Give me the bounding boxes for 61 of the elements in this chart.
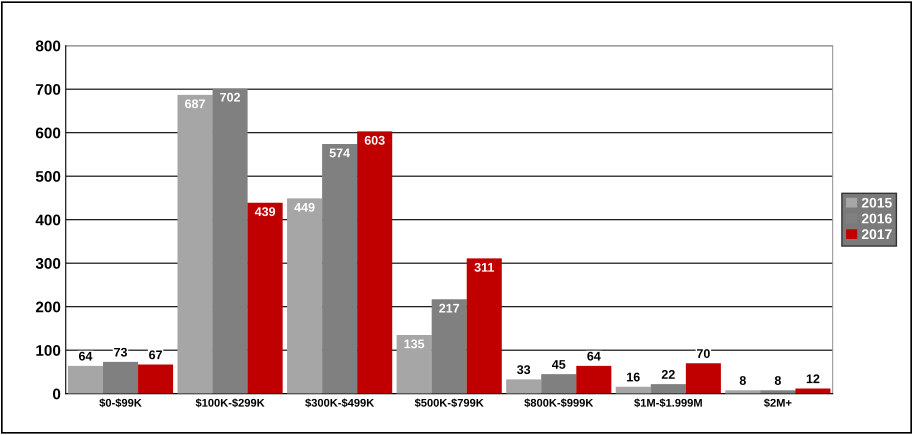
bar: [432, 299, 467, 394]
data-label: 439: [254, 207, 276, 216]
data-label: 217: [439, 304, 460, 313]
x-tick-label: $1M-$1.999M: [634, 398, 702, 408]
bar: [396, 334, 432, 394]
y-tick-label: 200: [36, 302, 60, 312]
legend-label: 2016: [862, 214, 892, 224]
legend-label: 2015: [862, 198, 892, 208]
y-tick-label: 600: [36, 128, 60, 138]
bar: [322, 144, 358, 394]
bar: [248, 202, 283, 394]
y-tick-label: 500: [36, 171, 60, 182]
data-label: 702: [220, 92, 240, 102]
data-label: 603: [364, 136, 385, 145]
y-tick-label: 100: [36, 345, 60, 356]
x-tick-label: $800K-$999K: [524, 398, 594, 408]
data-label: 687: [185, 99, 205, 108]
data-label: 449: [294, 202, 315, 212]
y-tick-label: 400: [36, 214, 60, 226]
bar: [102, 362, 138, 394]
data-label: 311: [474, 262, 494, 272]
x-tick-label: $300K-$499K: [305, 398, 374, 408]
data-label: 8: [774, 376, 781, 385]
bar: [466, 258, 502, 394]
x-tick-label: $2M+: [764, 398, 792, 408]
bar: [760, 390, 796, 394]
bar: [506, 379, 542, 394]
x-tick-label: $500K-$799K: [414, 398, 484, 408]
data-label: 33: [517, 365, 530, 374]
y-tick-label: 700: [36, 84, 60, 95]
bar: [68, 366, 103, 394]
y-tick-label: 800: [36, 40, 60, 52]
bar: [650, 384, 686, 394]
data-label: 8: [740, 376, 746, 385]
bar: [212, 88, 248, 394]
bar: [616, 386, 651, 394]
data-label: 574: [330, 148, 350, 158]
bar: [795, 388, 830, 394]
bar: [287, 198, 322, 394]
legend-label: 2017: [862, 229, 892, 240]
data-label: 64: [78, 352, 92, 361]
data-label: 67: [149, 350, 162, 360]
x-tick-label: $0-$99K: [99, 398, 142, 408]
data-label: 16: [627, 372, 640, 382]
bar: [357, 131, 392, 394]
data-label: 45: [552, 360, 566, 369]
bar: [686, 363, 721, 394]
data-label: 70: [696, 349, 710, 358]
data-label: 64: [587, 352, 601, 361]
bar: [138, 364, 174, 394]
y-tick-label: 0: [52, 388, 60, 400]
bar: [541, 374, 576, 394]
y-tick-label: 300: [36, 258, 60, 269]
data-label: 73: [114, 348, 128, 357]
x-tick-label: $100K-$299K: [196, 398, 265, 408]
data-label: 12: [806, 374, 820, 384]
bar: [725, 390, 760, 394]
bar: [177, 94, 213, 394]
data-label: 22: [662, 370, 675, 379]
bar: [576, 366, 612, 394]
data-label: 135: [404, 339, 424, 348]
